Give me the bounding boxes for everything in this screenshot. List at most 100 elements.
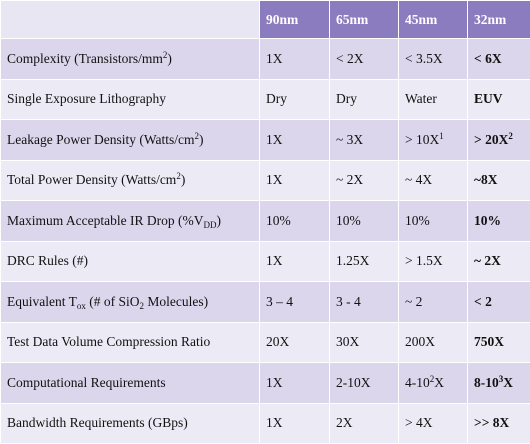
text-segment: ~ 3X xyxy=(336,132,363,147)
cell-90nm: 3 – 4 xyxy=(260,282,330,323)
row-label: Single Exposure Lithography xyxy=(1,79,260,120)
superscript: 2 xyxy=(508,131,513,141)
text-segment: 30X xyxy=(336,334,359,349)
cell-45nm: 4-102X xyxy=(399,363,468,404)
cell-90nm: 20X xyxy=(260,322,330,363)
text-segment: 10% xyxy=(266,213,291,228)
row-label: DRC Rules (#) xyxy=(1,241,260,282)
text-segment: 1X xyxy=(266,51,283,66)
cell-32nm: < 2 xyxy=(468,282,530,323)
text-segment: ~ 2 xyxy=(405,294,422,309)
cell-90nm: 1X xyxy=(260,241,330,282)
cell-45nm: > 10X1 xyxy=(399,120,468,161)
text-segment: Complexity (Transistors/mm xyxy=(7,51,163,66)
text-segment: Equivalent T xyxy=(7,294,77,309)
row-label: Equivalent Tox (# of SiO2 Molecules) xyxy=(1,282,260,323)
text-segment: Dry xyxy=(336,91,357,106)
row-label: Computational Requirements xyxy=(1,363,260,404)
header-corner-cell xyxy=(1,1,260,39)
text-segment: 4-10 xyxy=(405,375,430,390)
cell-90nm: 1X xyxy=(260,363,330,404)
cell-65nm: ~ 3X xyxy=(330,120,399,161)
text-segment: DRC Rules (#) xyxy=(7,253,88,268)
text-segment: 10% xyxy=(336,213,361,228)
header-90nm: 90nm xyxy=(260,1,330,39)
subscript: DD xyxy=(203,220,216,230)
text-segment: X xyxy=(503,375,513,390)
text-segment: > 20X xyxy=(474,132,508,147)
row-label: Test Data Volume Compression Ratio xyxy=(1,322,260,363)
text-segment: 1.25X xyxy=(336,253,369,268)
header-32nm: 32nm xyxy=(468,1,530,39)
text-segment: Dry xyxy=(266,91,287,106)
cell-32nm: 750X xyxy=(468,322,530,363)
text-segment: >> 8X xyxy=(474,415,509,430)
cell-45nm: > 1.5X xyxy=(399,241,468,282)
cell-32nm: ~8X xyxy=(468,160,530,201)
row-label: Complexity (Transistors/mm2) xyxy=(1,39,260,80)
cell-65nm: 1.25X xyxy=(330,241,399,282)
table-row: Equivalent Tox (# of SiO2 Molecules)3 – … xyxy=(1,282,530,323)
text-segment: ) xyxy=(181,172,186,187)
text-segment: 1X xyxy=(266,172,283,187)
text-segment: < 6X xyxy=(474,51,502,66)
text-segment: EUV xyxy=(474,91,503,106)
text-segment: ) xyxy=(199,132,204,147)
text-segment: > 4X xyxy=(405,415,433,430)
text-segment: 1X xyxy=(266,415,283,430)
text-segment: 2X xyxy=(336,415,353,430)
text-segment: ) xyxy=(216,213,221,228)
cell-90nm: 1X xyxy=(260,403,330,444)
row-label: Bandwidth Requirements (GBps) xyxy=(1,403,260,444)
text-segment: > 10X xyxy=(405,132,439,147)
text-segment: ~ 4X xyxy=(405,172,432,187)
text-segment: ~8X xyxy=(474,172,498,187)
text-segment: Maximum Acceptable IR Drop (%V xyxy=(7,213,203,228)
cell-90nm: 1X xyxy=(260,39,330,80)
text-segment: < 2X xyxy=(336,51,364,66)
text-segment: (# of SiO xyxy=(86,294,140,309)
cell-65nm: < 2X xyxy=(330,39,399,80)
text-segment: 1X xyxy=(266,132,283,147)
table-row: Bandwidth Requirements (GBps) 1X 2X > 4X >> … xyxy=(1,403,530,444)
cell-32nm: > 20X2 xyxy=(468,120,530,161)
cell-65nm: 2-10X xyxy=(330,363,399,404)
header-row: 90nm 65nm 45nm 32nm xyxy=(1,1,530,39)
cell-45nm: > 4X xyxy=(399,403,468,444)
table-row: Complexity (Transistors/mm2)1X< 2X< 3.5X… xyxy=(1,39,530,80)
table-row: Maximum Acceptable IR Drop (%VDD) 10% 10% 1… xyxy=(1,201,530,242)
cell-65nm: 2X xyxy=(330,403,399,444)
text-segment: 10% xyxy=(474,213,501,228)
header-65nm: 65nm xyxy=(330,1,399,39)
cell-32nm: < 6X xyxy=(468,39,530,80)
table-body: Complexity (Transistors/mm2)1X< 2X< 3.5X… xyxy=(1,39,530,444)
cell-32nm: 8-103X xyxy=(468,363,530,404)
cell-65nm: 3 - 4 xyxy=(330,282,399,323)
cell-32nm: 10% xyxy=(468,201,530,242)
row-label: Total Power Density (Watts/cm2) xyxy=(1,160,260,201)
text-segment: > 1.5X xyxy=(405,253,443,268)
cell-65nm: Dry xyxy=(330,79,399,120)
table-row: Total Power Density (Watts/cm2) 1X ~ 2X ~ 4… xyxy=(1,160,530,201)
table-row: Leakage Power Density (Watts/cm 2) 1X ~ 3X >… xyxy=(1,120,530,161)
cell-90nm: 1X xyxy=(260,120,330,161)
text-segment: 10% xyxy=(405,213,430,228)
text-segment: Leakage Power Density (Watts/cm xyxy=(7,132,194,147)
cell-45nm: 10% xyxy=(399,201,468,242)
cell-65nm: 30X xyxy=(330,322,399,363)
text-segment: 1X xyxy=(266,375,283,390)
cell-90nm: 10% xyxy=(260,201,330,242)
text-segment: 750X xyxy=(474,334,504,349)
text-segment: < 2 xyxy=(474,294,492,309)
cell-45nm: Water xyxy=(399,79,468,120)
text-segment: Computational Requirements xyxy=(7,375,166,390)
cell-45nm: ~ 2 xyxy=(399,282,468,323)
text-segment: ~ 2X xyxy=(336,172,363,187)
subscript: ox xyxy=(77,301,86,311)
text-segment: Water xyxy=(405,91,437,106)
superscript: 1 xyxy=(439,131,444,141)
text-segment: ) xyxy=(167,51,172,66)
text-segment: 3 - 4 xyxy=(336,294,361,309)
